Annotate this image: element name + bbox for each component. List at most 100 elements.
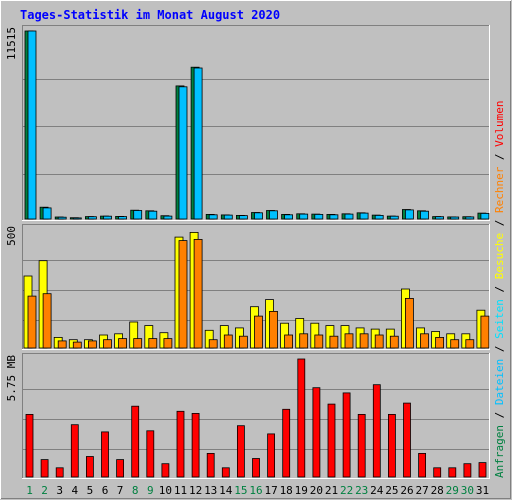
requests-bar-dateien-day-16 [254,212,263,220]
requests-bar-dateien-day-27 [420,210,429,220]
visits-bar-rechner-day-19 [299,333,309,349]
day-label-15: 15 [234,484,247,497]
volume-bar-volumen-day-20 [312,387,321,478]
day-label-4: 4 [71,484,78,497]
volume-bar-volumen-day-7 [116,459,124,478]
visits-bar-rechner-day-24 [374,334,384,349]
volume-bar-volumen-day-24 [372,384,381,478]
day-label-5: 5 [87,484,94,497]
visits-bar-rechner-day-11 [178,240,188,349]
requests-bar-dateien-day-8 [133,210,143,220]
visits-bar-rechner-day-25 [389,335,399,349]
day-label-17: 17 [264,484,277,497]
requests-bar-dateien-day-26 [404,209,414,220]
day-label-23: 23 [355,484,368,497]
legend-part-8: Rechner [493,166,506,213]
requests-bar-dateien-day-14 [223,214,233,220]
visits-bar-rechner-day-1 [27,295,37,349]
visits-bar-rechner-day-28 [435,336,445,349]
day-label-10: 10 [159,484,172,497]
visits-bar-rechner-day-12 [193,238,203,349]
requests-bar-dateien-day-4 [72,217,82,220]
volume-bar-volumen-day-28 [433,467,442,478]
day-label-26: 26 [400,484,413,497]
requests-bar-dateien-day-13 [208,214,218,220]
requests-bar-dateien-day-3 [57,216,67,220]
day-label-6: 6 [102,484,109,497]
requests-bar-dateien-day-18 [284,214,294,220]
day-label-16: 16 [249,484,262,497]
visits-bar-rechner-day-29 [450,339,460,349]
day-label-9: 9 [147,484,154,497]
day-label-25: 25 [385,484,398,497]
requests-bar-dateien-day-25 [389,215,399,220]
legend-part-3: / [493,339,506,359]
volume-bar-volumen-day-5 [86,456,94,478]
requests-bar-dateien-day-19 [299,213,309,220]
requests-bar-dateien-day-29 [450,216,460,220]
requests-y-max-label: 11515 [5,27,18,60]
visits-bar-rechner-day-27 [420,333,429,349]
legend-part-7: / [493,213,506,233]
volume-bar-volumen-day-12 [191,412,200,478]
requests-bar-dateien-day-31 [480,212,490,220]
visits-bar-rechner-day-8 [133,338,143,349]
visits-bar-rechner-day-2 [42,293,52,349]
volume-y-max-label: 5.75 MB [5,355,18,402]
requests-bar-dateien-day-2 [42,207,52,220]
day-label-18: 18 [280,484,293,497]
volume-bar-volumen-day-29 [448,467,457,478]
volume-bar-volumen-day-14 [221,467,230,478]
requests-bar-dateien-day-1 [27,30,37,220]
visits-bar-rechner-day-23 [359,333,369,349]
volume-panel [22,353,490,479]
requests-bar-dateien-day-22 [344,213,354,220]
day-label-2: 2 [41,484,48,497]
requests-bar-dateien-day-15 [238,215,248,220]
visits-bar-rechner-day-16 [254,315,263,349]
legend-part-10: Volumen [493,100,506,146]
day-label-11: 11 [174,484,187,497]
volume-bar-volumen-day-21 [327,403,336,478]
visits-bar-rechner-day-10 [163,338,173,349]
day-label-8: 8 [132,484,139,497]
visits-bar-rechner-day-3 [57,340,67,349]
chart-title: Tages-Statistik im Monat August 2020 [20,8,280,22]
legend-part-0: Anfragen [493,425,506,478]
volume-bar-volumen-day-30 [463,463,472,478]
visits-bar-rechner-day-6 [103,339,112,349]
requests-bar-dateien-day-21 [329,214,339,220]
volume-bar-volumen-day-4 [70,424,79,478]
day-label-20: 20 [310,484,323,497]
legend-part-6: Besuche [493,233,506,279]
volume-bar-volumen-day-2 [40,459,49,478]
day-labels: 1 2 3 4 5 6 7 8 9 10 11 12 13 14 15 16 17 18 19 20 21 22 23 24 2… [26,484,489,497]
requests-bar-dateien-day-28 [435,216,445,220]
day-label-3: 3 [56,484,63,497]
volume-bar-volumen-day-15 [236,425,245,478]
volume-bar-volumen-day-23 [357,413,366,478]
visits-bar-rechner-day-17 [269,310,278,349]
visits-bar-rechner-day-22 [344,333,354,349]
visits-bar-rechner-day-21 [329,335,339,349]
visits-panel [22,224,490,350]
legend-part-2: Dateien [493,359,506,405]
series-legend: Anfragen / Dateien / Seiten / Besuche / … [493,100,506,478]
requests-plot-area [22,25,490,221]
volume-bar-volumen-day-6 [101,431,109,478]
requests-panel [22,25,490,221]
visits-bar-rechner-day-30 [465,339,475,349]
visits-bar-rechner-day-31 [480,315,490,349]
day-label-27: 27 [415,484,428,497]
volume-bar-volumen-day-13 [206,452,215,478]
visits-bar-rechner-day-7 [118,338,127,349]
legend-part-9: / [493,147,506,167]
visits-bar-rechner-day-14 [223,334,233,349]
volume-bar-volumen-day-11 [176,410,185,478]
volume-bar-volumen-day-10 [161,463,170,478]
visits-bar-rechner-day-9 [148,338,158,349]
day-label-14: 14 [219,484,233,497]
volume-bar-volumen-day-8 [131,405,140,478]
day-label-1: 1 [26,484,33,497]
